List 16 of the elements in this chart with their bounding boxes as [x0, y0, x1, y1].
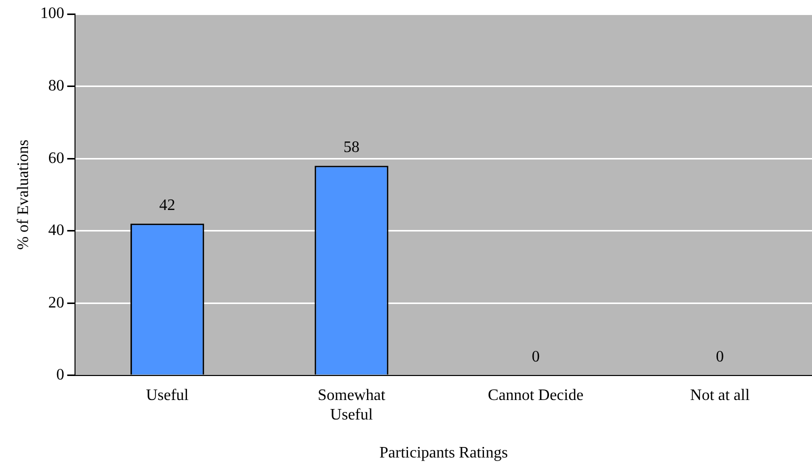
- y-tick-label: 20: [48, 294, 64, 312]
- x-tick-label: Useful: [146, 387, 190, 404]
- y-tick-label: 60: [48, 150, 64, 167]
- y-tick-label: 80: [48, 77, 64, 94]
- x-tick-label: Not at all: [690, 387, 750, 404]
- y-tick-label: 0: [56, 366, 64, 384]
- y-axis-title: % of Evaluations: [14, 140, 32, 250]
- data-label: 0: [532, 348, 540, 366]
- data-label: 0: [716, 348, 724, 366]
- x-axis-title: Participants Ratings: [379, 444, 508, 462]
- data-label: 58: [344, 138, 360, 156]
- x-tick-label: Cannot Decide: [488, 387, 584, 404]
- x-tick-label: Somewhat Useful: [318, 387, 386, 424]
- data-label: 42: [159, 196, 176, 214]
- y-tick-label: 40: [48, 222, 64, 240]
- y-tick-label: 100: [40, 5, 64, 22]
